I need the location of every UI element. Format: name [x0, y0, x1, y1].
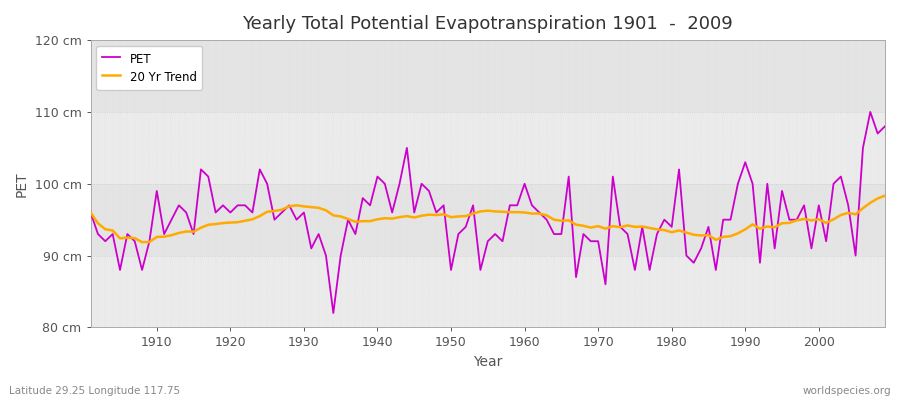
PET — [357, 196, 368, 200]
20 Yr Trend — [519, 210, 530, 215]
20 Yr Trend — [357, 219, 368, 224]
PET — [865, 110, 876, 114]
PET — [879, 124, 890, 129]
PET — [328, 311, 338, 316]
Text: worldspecies.org: worldspecies.org — [803, 386, 891, 396]
20 Yr Trend — [615, 225, 626, 230]
Title: Yearly Total Potential Evapotranspiration 1901  -  2009: Yearly Total Potential Evapotranspiratio… — [242, 15, 734, 33]
PET — [615, 224, 626, 229]
Line: 20 Yr Trend: 20 Yr Trend — [91, 196, 885, 242]
20 Yr Trend — [86, 210, 96, 215]
Legend: PET, 20 Yr Trend: PET, 20 Yr Trend — [96, 46, 202, 90]
PET — [519, 181, 530, 186]
20 Yr Trend — [313, 206, 324, 210]
20 Yr Trend — [526, 211, 537, 216]
PET — [86, 210, 96, 215]
Y-axis label: PET: PET — [15, 171, 29, 196]
Bar — [91, 40, 885, 112]
Bar — [91, 112, 885, 184]
20 Yr Trend — [879, 193, 890, 198]
Bar — [91, 184, 885, 256]
X-axis label: Year: Year — [473, 355, 502, 369]
20 Yr Trend — [151, 234, 162, 239]
Text: Latitude 29.25 Longitude 117.75: Latitude 29.25 Longitude 117.75 — [9, 386, 180, 396]
Line: PET: PET — [91, 112, 885, 313]
20 Yr Trend — [137, 240, 148, 244]
PET — [306, 246, 317, 251]
PET — [526, 203, 537, 208]
PET — [144, 239, 155, 244]
Bar — [91, 256, 885, 328]
